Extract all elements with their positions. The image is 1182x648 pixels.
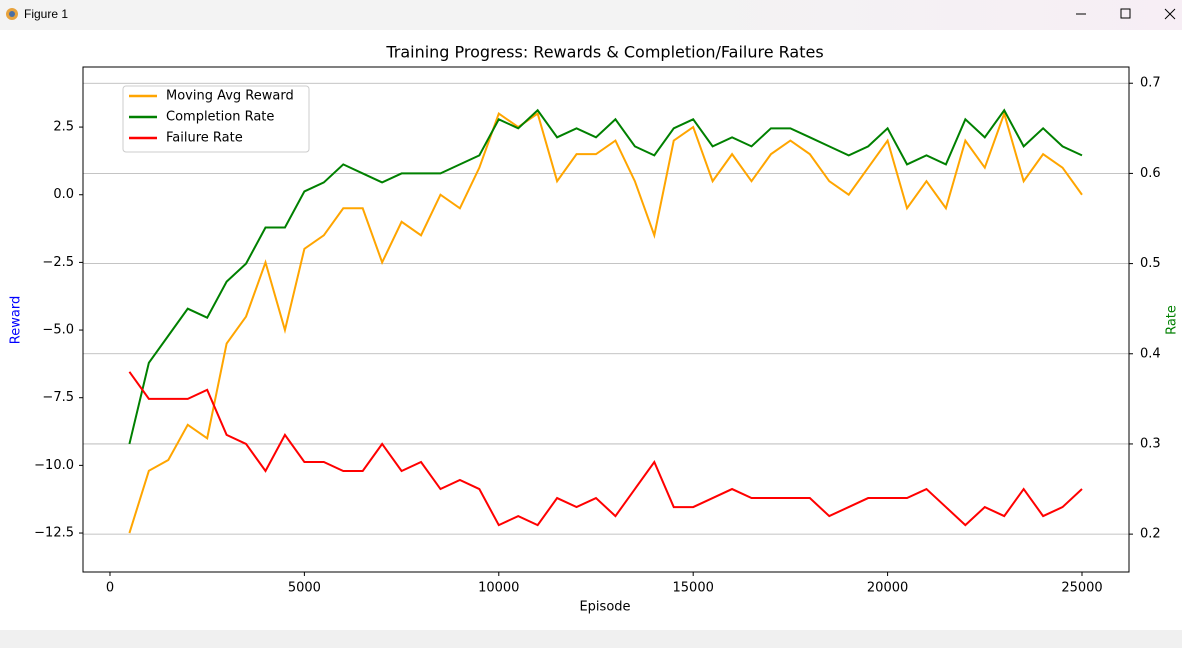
y-tick-label: 2.5 [53, 120, 74, 135]
y-tick-label: −12.5 [34, 526, 74, 541]
x-tick-label: 25000 [1061, 581, 1102, 596]
window-title: Figure 1 [24, 7, 69, 21]
y2-tick-label: 0.2 [1140, 527, 1161, 542]
plot-frame [82, 66, 1130, 573]
legend-label: Failure Rate [166, 131, 243, 146]
x-tick-label: 5000 [288, 581, 321, 596]
legend-label: Moving Avg Reward [166, 89, 294, 104]
y2-tick-label: 0.3 [1140, 436, 1161, 451]
data-line [128, 371, 1083, 527]
x-tick-label: 15000 [673, 581, 714, 596]
y2-tick-label: 0.7 [1140, 76, 1161, 91]
x-tick-label: 10000 [478, 581, 519, 596]
app-icon [6, 8, 18, 20]
legend-box [122, 85, 310, 153]
y-axis-label: Reward [9, 296, 24, 344]
legend-label: Completion Rate [166, 110, 274, 125]
x-tick-label: 20000 [867, 581, 908, 596]
window-controls[interactable] [1052, 0, 1182, 30]
y2-tick-label: 0.6 [1140, 166, 1161, 181]
chart: Training Progress: Rewards & Completion/… [9, 43, 1180, 615]
y-tick-label: −2.5 [42, 255, 74, 270]
chart-title: Training Progress: Rewards & Completion/… [385, 43, 823, 62]
data-line [128, 108, 1083, 445]
data-line [128, 110, 1083, 534]
y-tick-label: 0.0 [53, 187, 74, 202]
y2-axis-label: Rate [1165, 305, 1180, 335]
title-bar: Figure 1 [0, 0, 1182, 30]
toolbar[interactable] [0, 630, 1182, 648]
y-tick-label: −5.0 [42, 323, 74, 338]
x-tick-label: 0 [106, 581, 114, 596]
y2-tick-label: 0.4 [1140, 346, 1161, 361]
x-axis-label: Episode [579, 600, 630, 615]
y-tick-label: −10.0 [34, 458, 74, 473]
y2-tick-label: 0.5 [1140, 256, 1161, 271]
y-tick-label: −7.5 [42, 390, 74, 405]
